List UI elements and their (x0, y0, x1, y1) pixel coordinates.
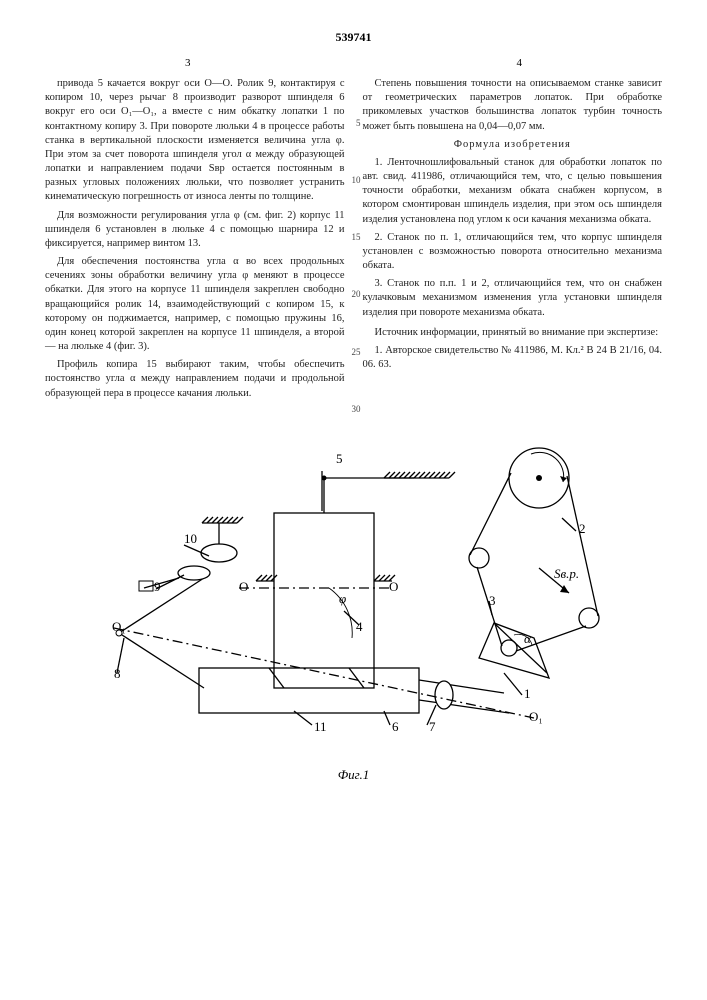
svg-text:α: α (524, 631, 532, 646)
svg-text:2: 2 (579, 521, 586, 536)
para: Степень повышения точности на описываемо… (363, 77, 663, 134)
svg-text:O: O (389, 579, 398, 594)
sources-title: Источник информации, принятый во внимани… (363, 326, 663, 340)
svg-text:6: 6 (392, 719, 399, 734)
svg-text:9: 9 (154, 579, 161, 594)
svg-text:φ: φ (339, 591, 346, 606)
line-mark: 25 (351, 346, 361, 358)
claim: 1. Ленточношлифовальный станок для обраб… (363, 156, 663, 227)
figure-caption: Фиг.1 (45, 767, 662, 783)
figure-svg: 2 3 1 Sв.р. α 5 4φ O O 10 9 8 O₁ O₁ 11 6 7 (84, 423, 624, 763)
line-mark: 10 (351, 174, 361, 186)
svg-text:5: 5 (336, 451, 343, 466)
figure-1: 2 3 1 Sв.р. α 5 4φ O O 10 9 8 O₁ O₁ 11 6 7 Фиг.1 (45, 423, 662, 783)
svg-text:11: 11 (314, 719, 327, 734)
svg-text:O₁: O₁ (529, 709, 543, 724)
col-num-left: 3 (185, 57, 191, 69)
para: Профиль копира 15 выбирают таким, чтобы … (45, 358, 345, 401)
source-ref: 1. Авторское свидетельство № 411986, М. … (363, 344, 663, 372)
col-num-right: 4 (517, 57, 523, 69)
svg-text:3: 3 (489, 593, 496, 608)
claims-title: Формула изобретения (363, 138, 663, 152)
claim: 3. Станок по п.п. 1 и 2, отличающийся те… (363, 277, 663, 320)
para: Для возможности регулирования угла φ (см… (45, 209, 345, 252)
column-left: привода 5 качается вокруг оси О—О. Ролик… (45, 77, 345, 405)
svg-text:10: 10 (184, 531, 197, 546)
svg-text:4: 4 (356, 619, 363, 634)
para: Для обеспечения постоянства угла α во вс… (45, 255, 345, 354)
svg-text:1: 1 (524, 686, 531, 701)
svg-text:O₁: O₁ (112, 619, 126, 634)
line-mark: 20 (351, 288, 361, 300)
svg-text:7: 7 (429, 719, 436, 734)
svg-text:8: 8 (114, 666, 121, 681)
line-number-gutter: 5 10 15 20 25 30 (351, 77, 361, 415)
svg-text:O: O (239, 579, 248, 594)
para: привода 5 качается вокруг оси О—О. Ролик… (45, 77, 345, 205)
svg-text:Sв.р.: Sв.р. (554, 566, 579, 581)
claim: 2. Станок по п. 1, отличающийся тем, что… (363, 231, 663, 274)
line-mark: 15 (351, 231, 361, 243)
column-right: 5 10 15 20 25 30 Степень повышения точно… (363, 77, 663, 405)
line-mark: 5 (351, 117, 361, 129)
patent-number: 539741 (45, 30, 662, 45)
line-mark: 30 (351, 403, 361, 415)
